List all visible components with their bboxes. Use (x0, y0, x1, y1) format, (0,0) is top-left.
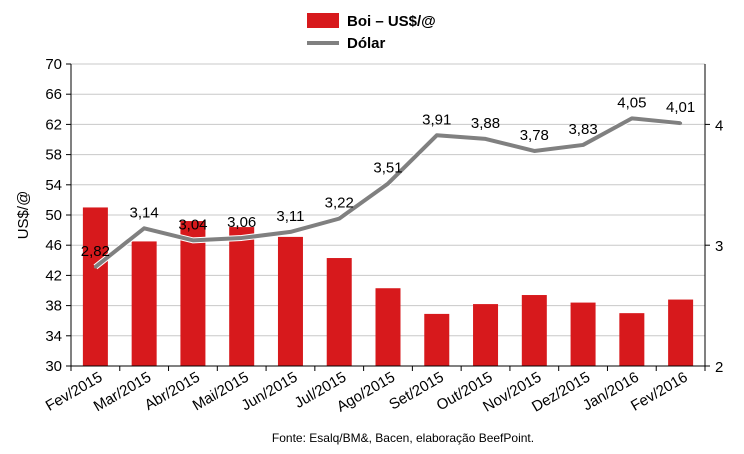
y-tick-label: 34 (45, 328, 62, 345)
bar (521, 295, 547, 366)
bar (326, 258, 352, 366)
legend-label-dolar: Dólar (347, 35, 386, 52)
y-tick-label: 46 (45, 237, 62, 254)
data-label: 3,91 (422, 111, 451, 128)
data-label: 3,04 (178, 216, 207, 233)
y-axis-title: US$/@ (15, 191, 32, 240)
data-label: 3,83 (568, 121, 597, 138)
line-point (240, 236, 244, 240)
data-label: 3,78 (520, 127, 549, 144)
legend-swatch-boi (307, 13, 339, 28)
gridlines (71, 63, 705, 337)
line-point (679, 121, 683, 125)
data-label: 3,51 (373, 160, 402, 177)
bar (229, 227, 255, 366)
legend-label-boi: Boi – US$/@ (347, 13, 436, 30)
y-tick-label: 58 (45, 147, 62, 164)
line-point (630, 116, 634, 120)
line-point (288, 230, 292, 234)
y-tick-label: 70 (45, 56, 62, 73)
bar (82, 207, 108, 366)
line-series-dolar: 2,82 3,14 3,04 3,06 3,11 3,22 3,51 3,91 3,88 3,78… (81, 94, 695, 270)
data-label: 2,82 (81, 243, 110, 260)
y2-tick-label: 3 (715, 238, 723, 255)
y-tick-label: 42 (45, 267, 62, 284)
data-label: 4,01 (666, 99, 695, 116)
x-tick-label: Fev/2016 (628, 369, 691, 415)
line-point (386, 182, 390, 186)
bar (131, 241, 157, 366)
data-label: 3,14 (130, 204, 159, 221)
y-tick-label: 62 (45, 116, 62, 133)
data-label: 3,22 (325, 195, 354, 212)
bar (619, 313, 645, 366)
y-tick-label: 66 (45, 86, 62, 103)
bar (668, 299, 694, 366)
data-label: 4,05 (617, 94, 646, 111)
line-point (435, 133, 439, 137)
y-tick-label: 30 (45, 358, 62, 375)
line-point (191, 238, 195, 242)
bar (570, 302, 596, 366)
line-point (532, 149, 536, 153)
legend: Boi – US$/@ Dólar (307, 13, 436, 52)
y-tick-label: 54 (45, 177, 62, 194)
y-tick-label: 50 (45, 207, 62, 224)
bar (424, 313, 450, 366)
source-note: Fonte: Esalq/BM&, Bacen, elaboração Beef… (272, 431, 534, 445)
bar (375, 288, 401, 366)
data-label: 3,11 (276, 208, 304, 225)
y2-tick-label: 2 (715, 359, 723, 376)
line-point (581, 143, 585, 147)
line-point (484, 137, 488, 141)
line-point (142, 226, 146, 230)
bar (180, 221, 206, 366)
line-point (337, 217, 341, 221)
bar-series-boi (82, 207, 694, 366)
bar (473, 304, 499, 366)
bar (277, 236, 303, 366)
data-label: 3,06 (227, 214, 256, 231)
y2-tick-label: 4 (715, 117, 723, 134)
y-tick-label: 38 (45, 298, 62, 315)
line-point (93, 265, 97, 269)
x-tick-label: Jun/2015 (238, 369, 300, 415)
data-label: 3,88 (471, 115, 500, 132)
